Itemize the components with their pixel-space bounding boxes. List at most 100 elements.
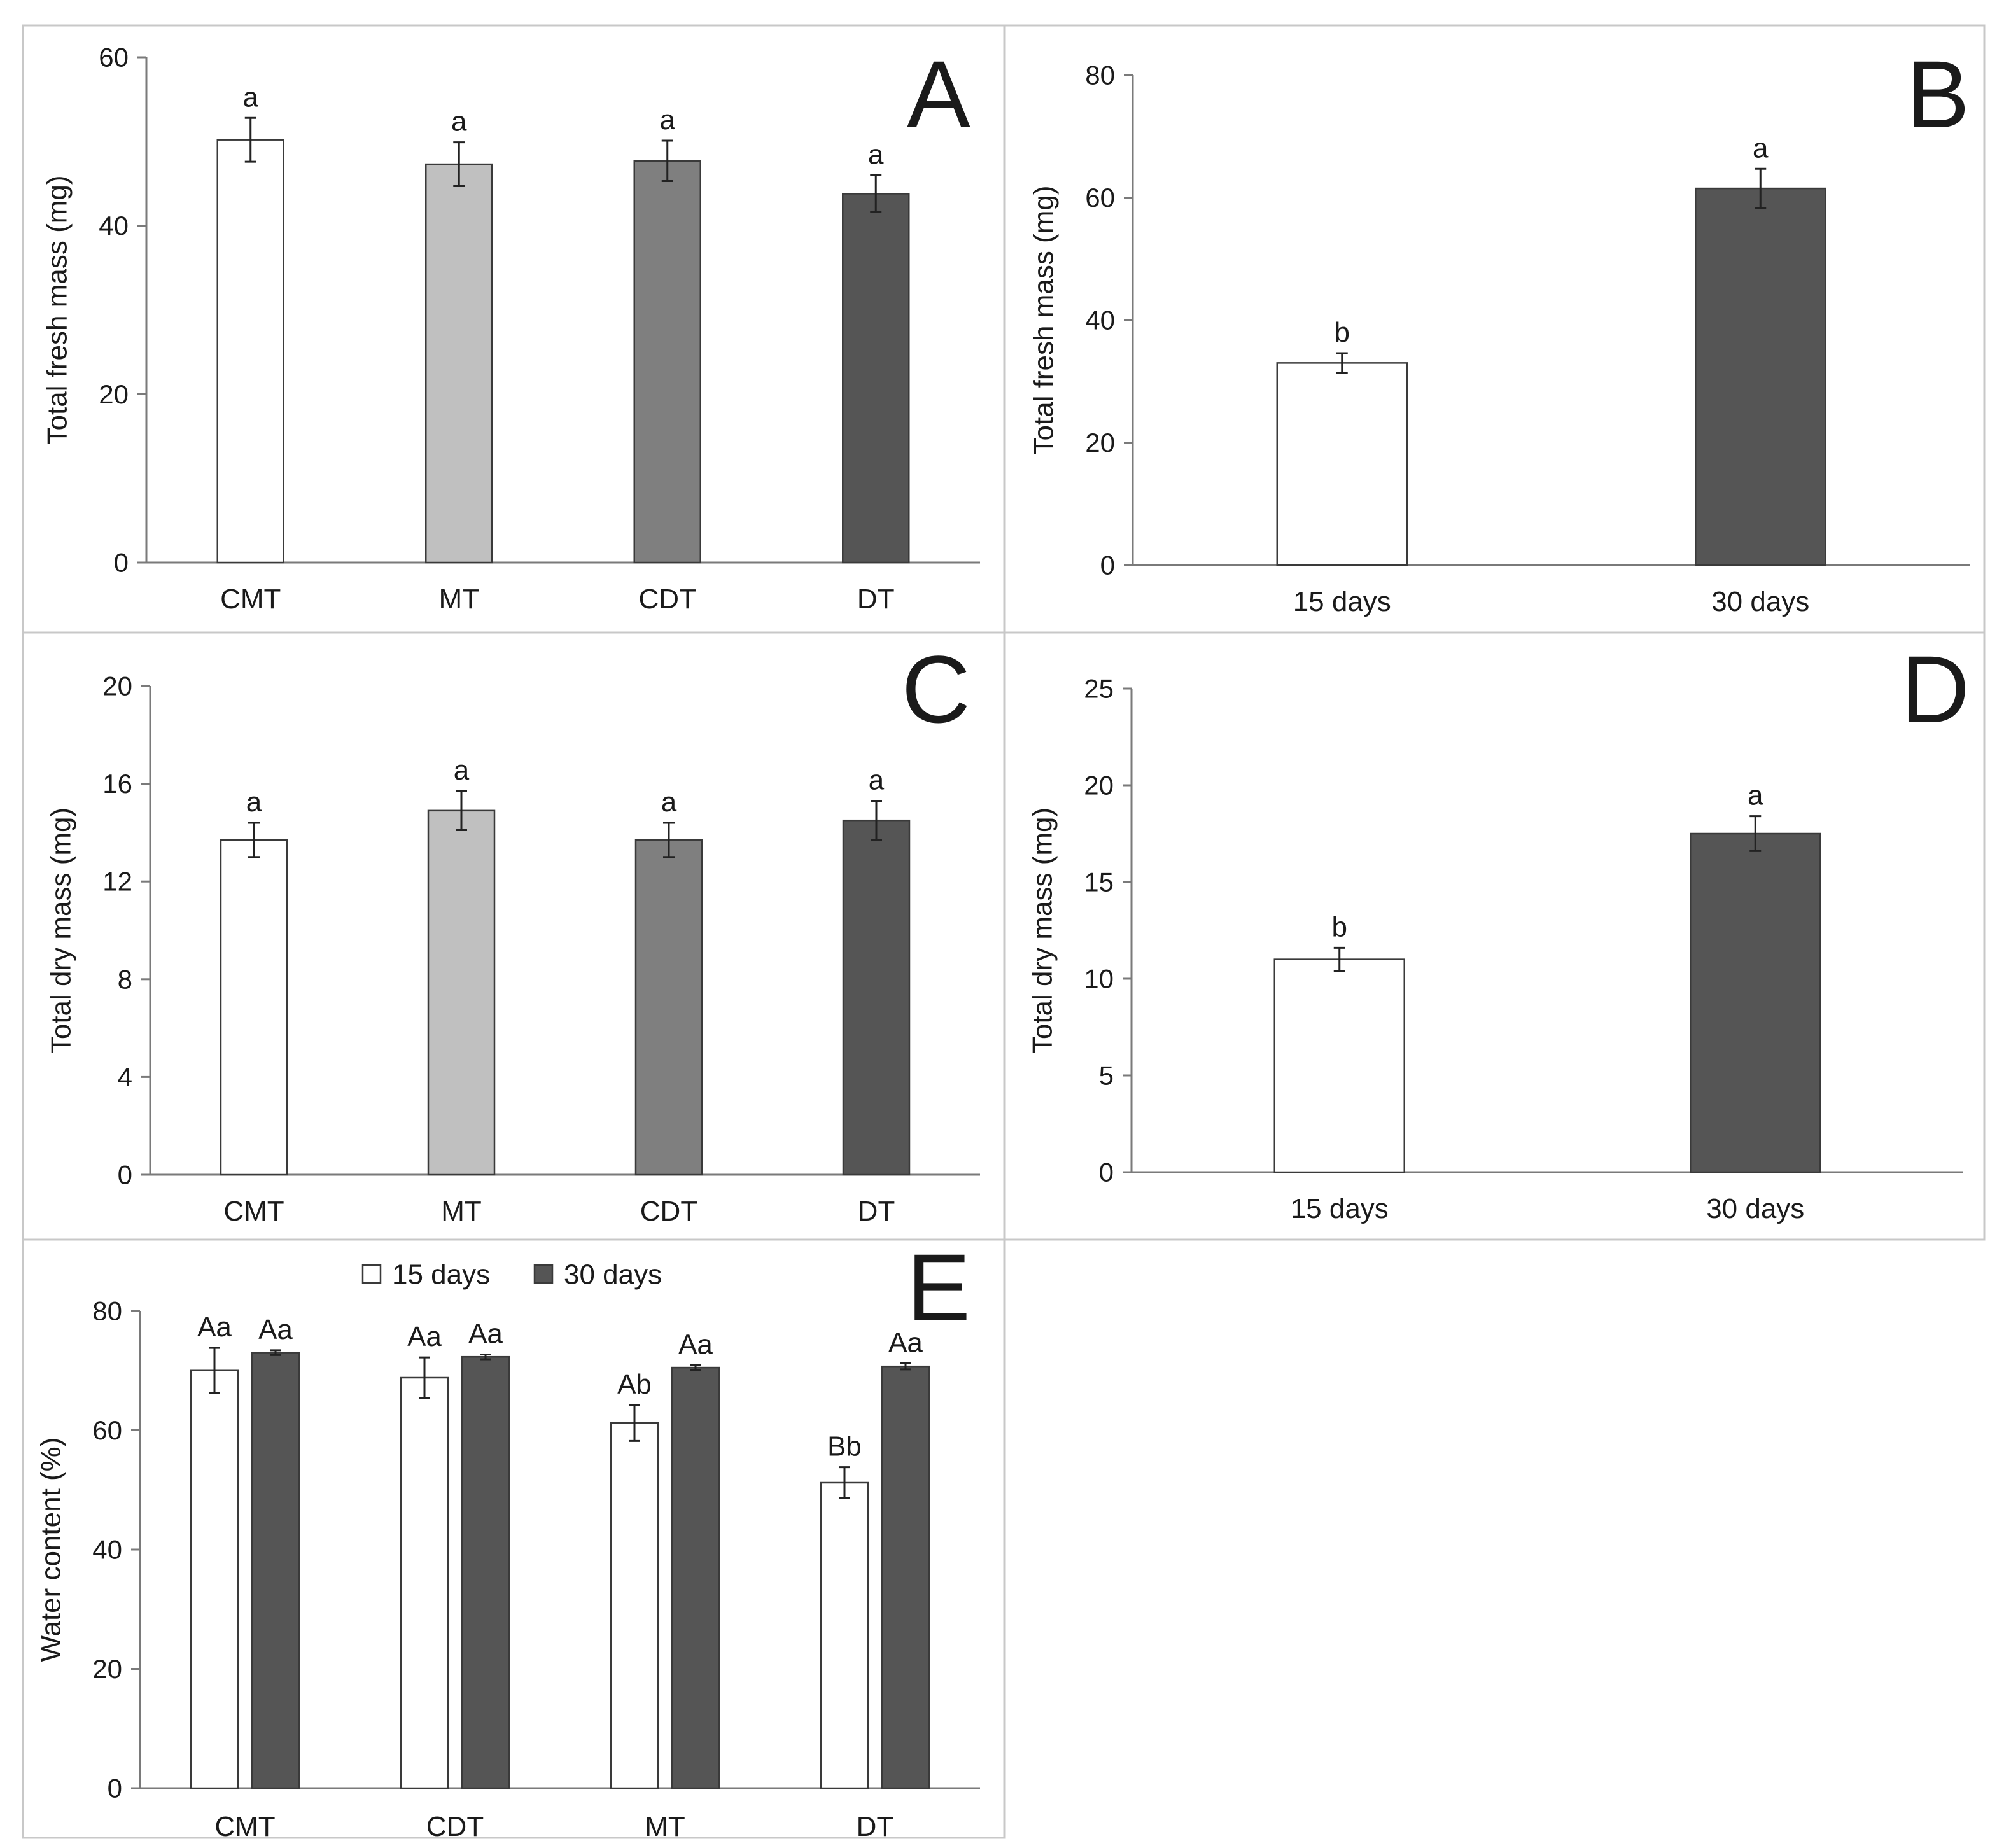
panel-letter: B (1906, 41, 1970, 148)
y-tick-label: 80 (1085, 60, 1115, 90)
y-tick-label: 0 (108, 1774, 122, 1803)
bar (842, 193, 910, 564)
y-axis-title: Total fresh mass (mg) (42, 176, 73, 445)
significance-label: Aa (468, 1318, 503, 1349)
y-tick-label: 40 (92, 1535, 122, 1565)
x-tick-label: 30 days (1711, 586, 1809, 617)
panel-letter: E (907, 1234, 970, 1341)
bar-15-days (190, 1369, 239, 1789)
y-tick-label: 12 (102, 867, 132, 897)
chart-d: 0 5 10 15 20 25 Total dry mass (mg) Db 15 days a 3… (1027, 636, 1970, 1224)
significance-label: Aa (258, 1314, 293, 1345)
y-axis-title: Total dry mass (mg) (1027, 808, 1058, 1053)
significance-label: Aa (888, 1327, 923, 1359)
bar-30-days (461, 1355, 510, 1789)
y-tick-label: 25 (1084, 674, 1114, 704)
x-tick-label: CMT (223, 1196, 284, 1227)
x-tick-label: MT (645, 1811, 685, 1842)
panel-letter: D (1901, 636, 1970, 743)
significance-label: Aa (197, 1312, 232, 1343)
significance-label: a (868, 139, 884, 170)
y-tick-label: 20 (1085, 428, 1115, 458)
y-tick-label: 20 (102, 671, 132, 701)
y-tick-label: 20 (1084, 771, 1114, 801)
y-tick-label: 60 (92, 1415, 122, 1445)
panel-frame-d (1003, 631, 1986, 1241)
y-tick-label: 15 (1084, 867, 1114, 897)
significance-label: a (1748, 780, 1763, 811)
bar (633, 160, 701, 564)
significance-label: a (454, 755, 470, 786)
y-tick-label: 0 (114, 548, 129, 578)
bar-30-days (881, 1365, 930, 1789)
y-tick-label: 20 (92, 1654, 122, 1684)
bar (1276, 362, 1408, 566)
y-tick-label: 0 (1099, 1158, 1114, 1187)
bar-30-days (251, 1352, 300, 1789)
y-tick-label: 0 (1100, 550, 1115, 580)
x-tick-label: CMT (214, 1811, 275, 1842)
x-tick-label: CDT (639, 584, 696, 615)
panel-letter: C (902, 636, 970, 743)
y-tick-label: 80 (92, 1296, 122, 1326)
legend-swatch-30-days (533, 1264, 554, 1284)
x-tick-label: 15 days (1293, 586, 1391, 617)
x-tick-label: 30 days (1706, 1193, 1804, 1224)
y-axis-title: Total dry mass (mg) (46, 808, 77, 1053)
significance-label: a (661, 787, 677, 818)
legend-label: 30 days (564, 1259, 662, 1291)
y-axis-title: Water content (%) (36, 1438, 67, 1662)
y-tick-label: 10 (1084, 964, 1114, 994)
significance-label: Ab (617, 1369, 652, 1400)
panel-letter: A (907, 41, 970, 148)
x-tick-label: CDT (426, 1811, 484, 1842)
y-axis-title: Total fresh mass (mg) (1028, 186, 1060, 455)
x-tick-label: DT (857, 1811, 894, 1842)
legend-swatch-15-days (361, 1264, 382, 1284)
bar (220, 839, 288, 1176)
x-tick-label: DT (858, 1196, 895, 1227)
bar-15-days (400, 1376, 449, 1789)
significance-label: a (1753, 132, 1769, 164)
significance-label: b (1332, 911, 1347, 942)
significance-label: a (869, 764, 885, 795)
bar (634, 839, 703, 1176)
bar (425, 163, 493, 564)
y-tick-label: 40 (1085, 305, 1115, 335)
chart-c: 0 4 8 12 16 20 Total dry mass (mg) Ca CMT a MT a CDT… (46, 636, 980, 1227)
significance-label: a (660, 104, 676, 136)
significance-label: a (246, 787, 262, 818)
y-tick-label: 60 (99, 43, 129, 73)
y-tick-label: 4 (118, 1062, 132, 1092)
bar (216, 139, 284, 564)
x-tick-label: MT (438, 584, 479, 615)
bar (1273, 958, 1405, 1173)
chart-a: 0 20 40 60 Total fresh mass (mg) Aa CMT a MT a CDT… (42, 41, 980, 615)
significance-label: Bb (827, 1431, 862, 1462)
y-tick-label: 5 (1099, 1061, 1114, 1091)
x-tick-label: MT (441, 1196, 482, 1227)
y-tick-label: 60 (1085, 183, 1115, 213)
y-tick-label: 20 (99, 379, 129, 409)
bar (1690, 832, 1821, 1173)
significance-label: Aa (678, 1329, 713, 1360)
significance-label: b (1335, 317, 1350, 348)
x-tick-label: CDT (640, 1196, 697, 1227)
significance-label: a (451, 106, 467, 137)
y-tick-label: 8 (118, 964, 132, 994)
significance-label: a (243, 81, 259, 113)
x-tick-label: DT (857, 584, 895, 615)
panel-frame-e (22, 1238, 1006, 1839)
legend-label: 15 days (392, 1259, 490, 1291)
bar-30-days (671, 1366, 720, 1789)
y-tick-label: 40 (99, 211, 129, 241)
y-tick-label: 0 (118, 1160, 132, 1190)
significance-label: Aa (407, 1321, 442, 1352)
chart-b: 0 20 40 60 80 Total fresh mass (mg) Bb 15 days a… (1028, 41, 1970, 617)
bar-15-days (820, 1481, 869, 1789)
x-tick-label: 15 days (1291, 1193, 1389, 1224)
bar (1695, 187, 1826, 566)
